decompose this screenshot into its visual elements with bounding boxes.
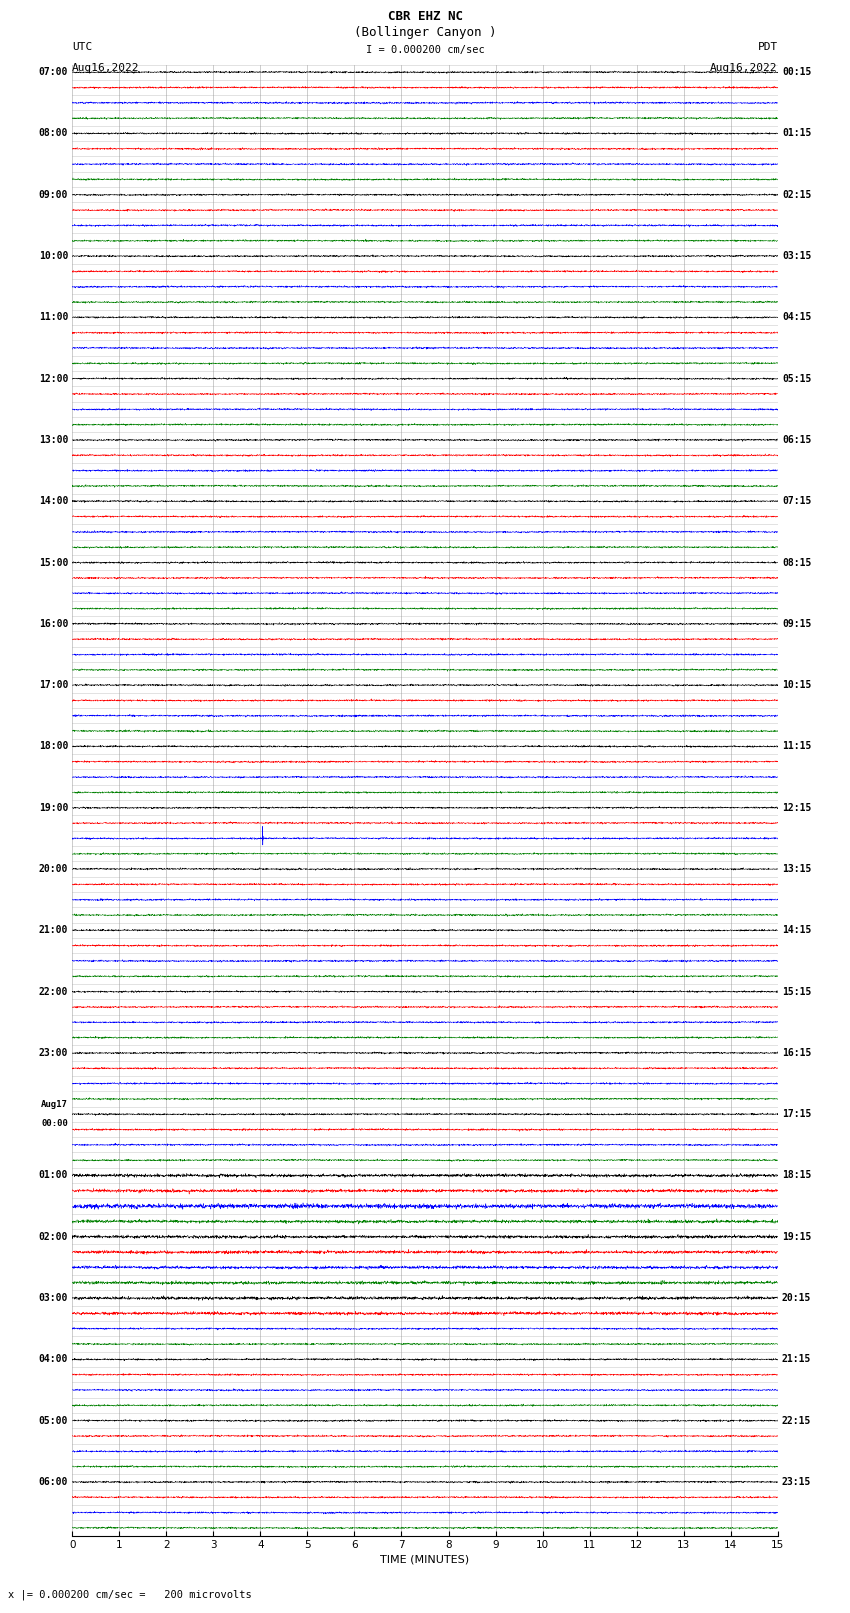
Text: 04:15: 04:15 (782, 313, 812, 323)
Text: 04:00: 04:00 (38, 1355, 68, 1365)
Text: 09:15: 09:15 (782, 619, 812, 629)
Text: 21:00: 21:00 (38, 926, 68, 936)
Text: 16:00: 16:00 (38, 619, 68, 629)
Text: 18:00: 18:00 (38, 742, 68, 752)
Text: 00:00: 00:00 (41, 1119, 68, 1127)
Text: 13:00: 13:00 (38, 436, 68, 445)
Text: 10:15: 10:15 (782, 681, 812, 690)
Text: 07:15: 07:15 (782, 497, 812, 506)
Text: 15:15: 15:15 (782, 987, 812, 997)
Text: 20:15: 20:15 (782, 1294, 812, 1303)
Text: 08:15: 08:15 (782, 558, 812, 568)
Text: 16:15: 16:15 (782, 1048, 812, 1058)
Text: 11:00: 11:00 (38, 313, 68, 323)
Text: 19:00: 19:00 (38, 803, 68, 813)
Text: 15:00: 15:00 (38, 558, 68, 568)
Text: 12:00: 12:00 (38, 374, 68, 384)
Text: 12:15: 12:15 (782, 803, 812, 813)
Text: 13:15: 13:15 (782, 865, 812, 874)
Text: 02:00: 02:00 (38, 1232, 68, 1242)
Text: 17:00: 17:00 (38, 681, 68, 690)
Text: x |= 0.000200 cm/sec =   200 microvolts: x |= 0.000200 cm/sec = 200 microvolts (8, 1589, 252, 1600)
Text: (Bollinger Canyon ): (Bollinger Canyon ) (354, 26, 496, 39)
Text: 18:15: 18:15 (782, 1171, 812, 1181)
Text: 22:00: 22:00 (38, 987, 68, 997)
Text: PDT: PDT (757, 42, 778, 52)
Text: 23:15: 23:15 (782, 1478, 812, 1487)
Text: 19:15: 19:15 (782, 1232, 812, 1242)
Text: 21:15: 21:15 (782, 1355, 812, 1365)
Text: 00:15: 00:15 (782, 68, 812, 77)
Text: 05:15: 05:15 (782, 374, 812, 384)
X-axis label: TIME (MINUTES): TIME (MINUTES) (381, 1555, 469, 1565)
Text: 23:00: 23:00 (38, 1048, 68, 1058)
Text: Aug17: Aug17 (41, 1100, 68, 1110)
Text: 01:00: 01:00 (38, 1171, 68, 1181)
Text: 03:00: 03:00 (38, 1294, 68, 1303)
Text: 20:00: 20:00 (38, 865, 68, 874)
Text: 05:00: 05:00 (38, 1416, 68, 1426)
Text: 06:15: 06:15 (782, 436, 812, 445)
Text: 14:15: 14:15 (782, 926, 812, 936)
Text: 10:00: 10:00 (38, 252, 68, 261)
Text: 06:00: 06:00 (38, 1478, 68, 1487)
Text: UTC: UTC (72, 42, 93, 52)
Text: 11:15: 11:15 (782, 742, 812, 752)
Text: 09:00: 09:00 (38, 190, 68, 200)
Text: 07:00: 07:00 (38, 68, 68, 77)
Text: 08:00: 08:00 (38, 129, 68, 139)
Text: 14:00: 14:00 (38, 497, 68, 506)
Text: Aug16,2022: Aug16,2022 (72, 63, 139, 73)
Text: 02:15: 02:15 (782, 190, 812, 200)
Text: CBR EHZ NC: CBR EHZ NC (388, 10, 462, 23)
Text: 22:15: 22:15 (782, 1416, 812, 1426)
Text: Aug16,2022: Aug16,2022 (711, 63, 778, 73)
Text: I = 0.000200 cm/sec: I = 0.000200 cm/sec (366, 45, 484, 55)
Text: 03:15: 03:15 (782, 252, 812, 261)
Text: 17:15: 17:15 (782, 1110, 812, 1119)
Text: 01:15: 01:15 (782, 129, 812, 139)
